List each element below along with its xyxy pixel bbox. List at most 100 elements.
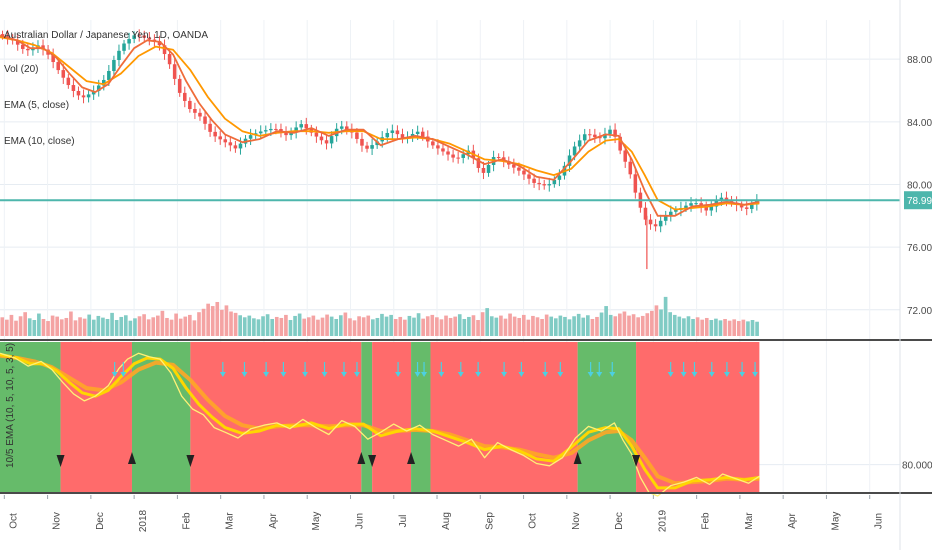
volume-bar [224,305,229,336]
candle-body [390,130,395,133]
volume-bar [334,318,339,336]
volume-bar [503,318,508,336]
time-axis[interactable]: Oct Nov Dec 2018 Feb Mar Apr May Jun Jul Aug Sep Oct… [3,495,885,532]
volume-bar [151,317,156,336]
buy-signal-marker [357,452,366,464]
volume-bar [311,315,316,336]
candle-body [142,35,147,38]
volume-bar [631,314,636,336]
volume-bar [489,316,494,336]
volume-bar [174,313,178,336]
volume-bar [613,316,618,336]
volume-bar [343,312,348,336]
candle-body [689,203,693,206]
time-axis-tick: Feb [701,512,712,530]
indicator-label-ema10[interactable]: EMA (10, close) [4,136,75,147]
candle-body [567,155,572,166]
indicator-label-volume[interactable]: Vol (20) [4,64,38,75]
candle-body [122,43,126,51]
time-axis-tick: Dec [95,512,106,530]
candle-body [486,164,491,173]
candle-body [370,145,374,149]
candle-body [147,37,152,40]
candle-body [684,205,688,209]
regime-band-bear [372,342,412,492]
price-axis[interactable]: 88.000 84.000 80.000 76.000 72.000 80.0000 78.… [902,55,932,472]
ema5-line [0,34,760,217]
volume-bar [306,317,311,336]
regime-band-bear [636,342,760,492]
candle-body [461,154,465,158]
candle-body [172,64,177,79]
volume-bar [78,317,82,336]
volume-bar [585,315,590,336]
volume-bar [709,320,714,336]
tick-marker-head [557,372,564,377]
regime-band-bear [190,342,362,492]
volume-bar [714,318,718,336]
sub-indicator-label[interactable]: 10/5 EMA (10, 5, 10, 5, 3, 5) [5,343,16,468]
candle-body [608,129,612,134]
regime-band-bull [361,342,373,492]
last-price-badge [904,191,932,210]
ema-lines [0,34,760,217]
candle-body [724,197,729,201]
indicator-label-ema5[interactable]: EMA (5, close) [4,100,69,111]
volume-bar [46,321,50,336]
volume-bar [0,317,5,336]
time-axis-tick: Dec [614,512,625,530]
candle-body [152,39,157,42]
volume-bar [348,318,352,336]
candle-body [415,131,420,134]
volume-bar [531,315,535,336]
volume-bar [494,317,499,336]
volume-bar [215,301,220,336]
regime-band-bull [577,342,637,492]
volume-bar [23,312,27,336]
tick-marker-head [263,372,270,377]
volume-bar [732,319,737,336]
symbol-label[interactable]: Australian Dollar / Japanese Yen, 1D, OA… [4,30,208,41]
candle-body [345,126,349,130]
candle-body [324,140,329,144]
tick-marker-head [752,372,759,377]
candle-body [213,131,217,137]
volume-bar [682,318,686,336]
volume-bar [581,317,586,336]
tick-marker-head [739,372,746,377]
volume-bar [526,319,531,336]
volume-bar [73,320,78,336]
volume-bar [357,316,361,336]
candle-body [198,112,202,117]
volume-bar [435,317,439,336]
volume-bar [18,316,23,336]
volume-bar [439,319,444,336]
candle-body [476,158,481,168]
tick-marker-head [219,372,226,377]
volume-bar [590,318,595,336]
volume-bar [741,319,746,336]
volume-bar [750,320,755,336]
volume-bar [229,311,233,336]
candle-body [274,128,278,130]
volume-bar [32,320,37,336]
volume-bar [91,319,96,336]
regime-band-bear [60,342,132,492]
volume-bar [558,315,563,336]
candle-body [228,142,233,146]
sell-signal-marker [368,455,377,467]
volume-bar [27,318,32,336]
candle-body [177,78,182,93]
volume-bar [288,320,293,336]
tick-marker-head [475,372,482,377]
volume-bar [444,315,448,336]
candle-body [107,71,111,80]
candle-body [15,40,20,45]
volume-bar [457,314,462,336]
tick-marker-head [542,372,549,377]
volume-bar [220,309,224,336]
volume-bar [425,316,430,336]
volume-bar [101,317,105,336]
volume-bar [485,308,490,336]
